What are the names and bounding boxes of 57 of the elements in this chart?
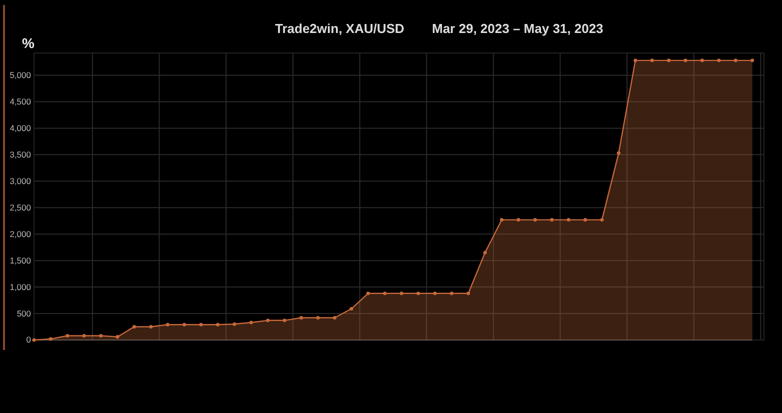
- point: [600, 218, 604, 222]
- y-axis-title: %: [22, 35, 35, 51]
- point: [684, 58, 688, 62]
- point: [700, 58, 704, 62]
- y-tick-label: 2,000: [10, 228, 32, 239]
- point: [750, 58, 754, 62]
- y-tick-label: 2,500: [10, 202, 32, 212]
- chart-subtitle: Mar 29, 2023 – May 31, 2023: [432, 21, 604, 36]
- point: [316, 316, 320, 320]
- point: [717, 58, 721, 62]
- point: [299, 316, 304, 320]
- point: [650, 58, 654, 62]
- point: [433, 292, 437, 296]
- point: [533, 218, 537, 222]
- point: [583, 218, 588, 222]
- y-tick-label: 500: [16, 308, 32, 318]
- point: [332, 316, 336, 320]
- point: [400, 292, 404, 296]
- point: [667, 58, 671, 62]
- point: [99, 334, 103, 338]
- point: [634, 58, 638, 62]
- y-tick-label: 4,000: [10, 122, 32, 133]
- y-tick-label: 5,000: [10, 70, 32, 80]
- y-tick-label: 4,500: [10, 96, 32, 106]
- point: [82, 334, 86, 338]
- point: [199, 322, 203, 326]
- point: [116, 335, 120, 339]
- point: [383, 292, 387, 296]
- point: [734, 58, 738, 62]
- y-tick-label: 3,000: [10, 176, 32, 186]
- point: [132, 324, 136, 329]
- point: [166, 322, 170, 326]
- point: [616, 151, 620, 155]
- point: [500, 218, 504, 222]
- point: [466, 292, 470, 296]
- point: [566, 218, 570, 222]
- point: [366, 292, 370, 296]
- point: [483, 250, 487, 254]
- y-tick-label: 1,500: [10, 255, 32, 266]
- point: [149, 324, 153, 329]
- y-tick-label: 3,500: [10, 149, 32, 160]
- point: [216, 322, 220, 326]
- chart-title: Trade2win, XAU/USD: [275, 21, 404, 36]
- point: [232, 322, 236, 326]
- point: [516, 218, 520, 222]
- y-tick-label: 0: [26, 334, 32, 345]
- point: [550, 218, 554, 222]
- y-tick-label: 1,000: [10, 282, 32, 292]
- point: [266, 318, 270, 322]
- point: [450, 292, 454, 296]
- point: [249, 320, 253, 324]
- point: [350, 306, 354, 311]
- point: [416, 292, 420, 296]
- point: [48, 337, 52, 341]
- point: [66, 334, 70, 338]
- point: [182, 322, 186, 326]
- point: [282, 318, 286, 322]
